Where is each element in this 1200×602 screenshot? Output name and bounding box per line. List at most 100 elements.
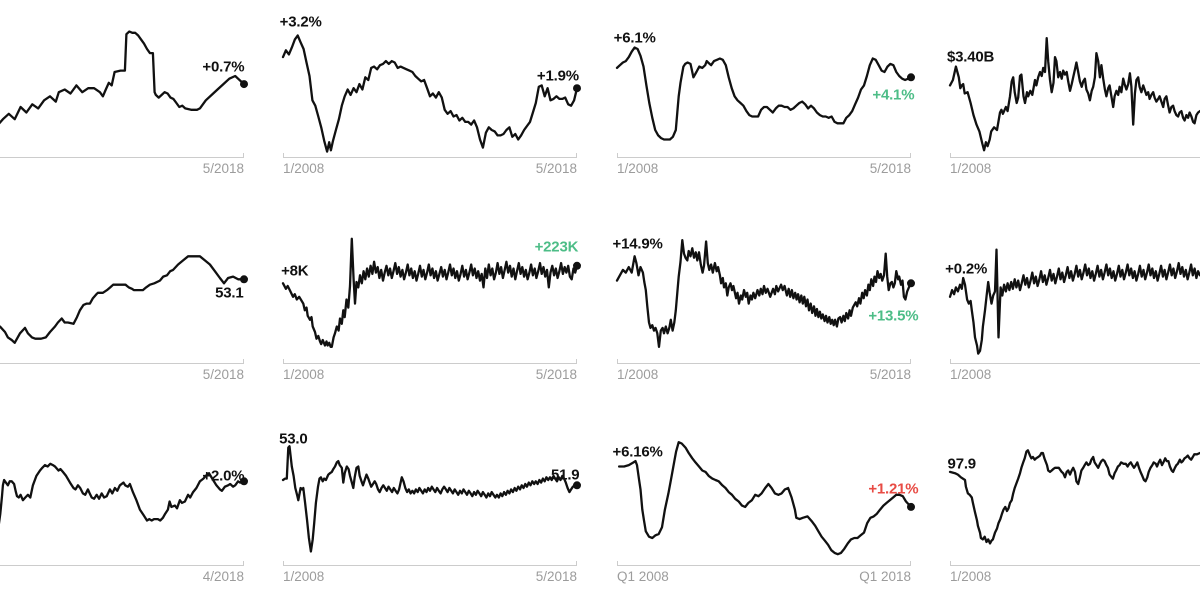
plot-area: +2.0% (0, 430, 248, 565)
x-axis-end-label: 4/2018 (202, 569, 244, 584)
series-start-value-label: 97.9 (947, 455, 977, 473)
sparkline-chart-6: +8K +223K 1/2008 5/2018 (281, 228, 581, 400)
series-end-value-label: +2.0% (202, 467, 245, 485)
x-axis-start-label: 1/2008 (283, 161, 325, 176)
x-axis-line (950, 153, 1200, 158)
line-series (948, 37, 1200, 152)
series-end-value-label: +223K (534, 238, 579, 256)
x-axis-line (283, 359, 577, 364)
plot-area: $3.40B (946, 22, 1200, 157)
x-axis-labels: 1/2008 (950, 162, 1200, 176)
x-axis-labels: 1/2008 5/2018 (617, 368, 911, 382)
x-axis-line (617, 359, 911, 364)
sparkline-chart-2: +3.2% +1.9% 1/2008 5/2018 (280, 15, 581, 194)
series-end-value-label: 53.1 (215, 284, 244, 302)
plot-area: +0.7% (0, 22, 248, 157)
plot-area: +6.1% +4.1% (613, 22, 915, 157)
plot-area: 53.0 51.9 (279, 430, 581, 565)
sparkline-chart-5: 53.1 5/2018 (0, 228, 248, 400)
series-start-value-label: +8K (281, 262, 309, 280)
x-axis-end-label: Q1 2018 (859, 569, 911, 584)
line-series (0, 255, 248, 344)
plot-area: 97.9 (947, 430, 1200, 565)
sparkline-chart-12: 97.9 1/2008 (947, 430, 1200, 602)
x-axis-start-label: 1/2008 (950, 367, 992, 382)
x-axis-labels: 1/2008 5/2018 (283, 368, 577, 382)
series-start-value-label: +14.9% (612, 235, 663, 253)
sparkline-chart-11: +6.16% +1.21% Q1 2008 Q1 2018 (613, 430, 919, 602)
sparkline-chart-10: 53.0 51.9 1/2008 5/2018 (279, 430, 581, 602)
x-axis-labels: 1/2008 5/2018 (283, 570, 577, 584)
x-axis-start-label: 1/2008 (283, 367, 325, 382)
x-axis-labels: Q1 2008 Q1 2018 (617, 570, 911, 584)
x-axis-end-label: 5/2018 (535, 161, 577, 176)
x-axis-labels: 1/2008 5/2018 (283, 162, 577, 176)
plot-area: +3.2% +1.9% (280, 15, 581, 157)
line-series (948, 248, 1200, 355)
x-axis-labels: 5/2018 (0, 368, 244, 382)
x-axis-start-label: 1/2008 (617, 161, 659, 176)
x-axis-start-label: 1/2008 (950, 161, 992, 176)
line-series (281, 445, 581, 553)
series-end-dot (573, 261, 581, 270)
series-end-value-label: +1.9% (536, 67, 579, 85)
plot-area: +0.2% (945, 228, 1200, 363)
x-axis-end-label: 5/2018 (202, 161, 244, 176)
x-axis-line (617, 561, 911, 566)
x-axis-end-label: 5/2018 (869, 161, 911, 176)
series-end-dot (573, 481, 581, 490)
x-axis-labels: 1/2008 5/2018 (617, 162, 911, 176)
x-axis-end-label: 5/2018 (535, 569, 577, 584)
x-axis-end-label: 5/2018 (869, 367, 911, 382)
line-series (948, 449, 1200, 545)
x-axis-line (283, 153, 577, 158)
line-series (281, 34, 581, 153)
sparkline-chart-8: +0.2% 1/2008 (945, 228, 1200, 400)
series-end-value-label: +1.21% (868, 480, 919, 498)
plot-area: +6.16% +1.21% (613, 430, 919, 565)
x-axis-end-label: 5/2018 (202, 367, 244, 382)
series-end-dot (240, 80, 248, 89)
line-series (615, 46, 915, 141)
x-axis-labels: 1/2008 (950, 570, 1200, 584)
line-series (0, 462, 248, 525)
line-series (281, 237, 581, 348)
x-axis-start-label: 1/2008 (283, 569, 325, 584)
x-axis-line (617, 153, 911, 158)
series-start-value-label: 53.0 (279, 430, 308, 448)
line-series (615, 239, 915, 348)
x-axis-line (0, 359, 244, 364)
x-axis-start-label: Q1 2008 (617, 569, 669, 584)
series-start-value-label: +6.16% (612, 443, 663, 461)
series-end-value-label: +4.1% (872, 86, 915, 104)
x-axis-labels: 4/2018 (0, 570, 244, 584)
plot-area: 53.1 (0, 228, 248, 363)
series-end-value-label: +13.5% (868, 307, 919, 325)
sparkline-chart-1: +0.7% 5/2018 (0, 22, 248, 194)
x-axis-end-label: 5/2018 (535, 367, 577, 382)
series-start-value-label: $3.40B (946, 48, 995, 66)
sparkline-chart-4: $3.40B 1/2008 (946, 22, 1200, 194)
series-end-value-label: 51.9 (551, 466, 580, 484)
series-start-value-label: +6.1% (613, 29, 656, 47)
series-end-dot (240, 275, 248, 284)
x-axis-labels: 5/2018 (0, 162, 244, 176)
line-series (617, 441, 915, 556)
x-axis-labels: 1/2008 (950, 368, 1200, 382)
sparkline-chart-3: +6.1% +4.1% 1/2008 5/2018 (613, 22, 915, 194)
x-axis-line (0, 561, 244, 566)
series-start-value-label: +3.2% (279, 13, 322, 31)
x-axis-line (950, 561, 1200, 566)
x-axis-line (283, 561, 577, 566)
series-end-dot (907, 279, 915, 288)
series-start-value-label: +0.2% (945, 260, 988, 277)
series-end-dot (907, 502, 915, 511)
line-series (0, 30, 248, 125)
x-axis-line (950, 359, 1200, 364)
plot-area: +8K +223K (281, 228, 581, 363)
x-axis-line (0, 153, 244, 158)
series-end-value-label: +0.7% (202, 58, 245, 76)
sparkline-chart-7: +14.9% +13.5% 1/2008 5/2018 (613, 228, 919, 400)
x-axis-start-label: 1/2008 (617, 367, 659, 382)
